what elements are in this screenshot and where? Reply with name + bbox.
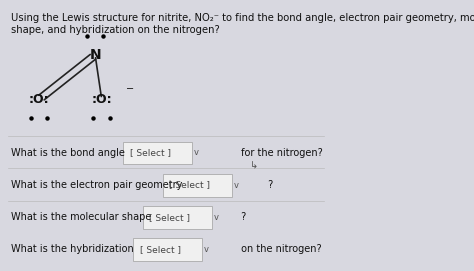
- Text: v: v: [233, 180, 238, 190]
- Text: for the nitrogen?: for the nitrogen?: [238, 148, 323, 158]
- Text: [ Select ]: [ Select ]: [130, 149, 171, 157]
- Text: :O:: :O:: [91, 93, 112, 106]
- Text: What is the hybridization: What is the hybridization: [11, 244, 134, 254]
- Text: What is the bond angle: What is the bond angle: [11, 148, 125, 158]
- Text: N: N: [89, 48, 101, 62]
- Text: ↳: ↳: [250, 160, 258, 170]
- FancyBboxPatch shape: [123, 141, 192, 164]
- Text: What is the electron pair geometry: What is the electron pair geometry: [11, 180, 182, 190]
- Text: ?: ?: [238, 212, 246, 222]
- Text: on the nitrogen?: on the nitrogen?: [238, 244, 322, 254]
- Text: v: v: [214, 213, 219, 222]
- FancyBboxPatch shape: [163, 174, 232, 196]
- Text: ?: ?: [264, 180, 273, 190]
- Text: What is the molecular shape: What is the molecular shape: [11, 212, 152, 222]
- Text: Using the Lewis structure for nitrite, NO₂⁻ to find the bond angle, electron pai: Using the Lewis structure for nitrite, N…: [11, 14, 474, 35]
- Text: v: v: [204, 245, 209, 254]
- FancyBboxPatch shape: [133, 238, 202, 261]
- Text: v: v: [194, 149, 199, 157]
- Text: [ Select ]: [ Select ]: [149, 213, 191, 222]
- Text: :O:: :O:: [29, 93, 49, 106]
- FancyBboxPatch shape: [143, 206, 212, 229]
- Text: −: −: [127, 83, 135, 93]
- Text: [ Select ]: [ Select ]: [169, 180, 210, 190]
- Text: [ Select ]: [ Select ]: [139, 245, 181, 254]
